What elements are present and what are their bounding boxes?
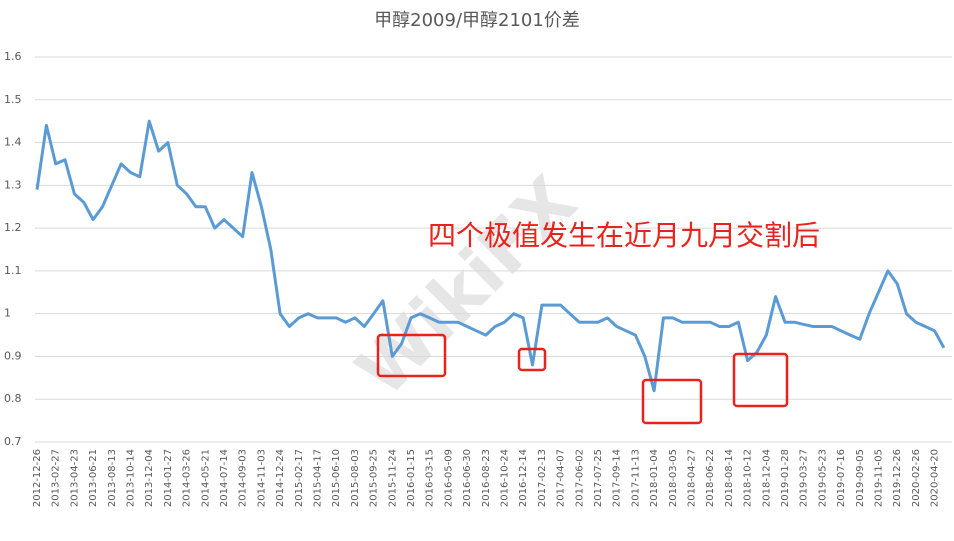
y-tick-label: 0.8 — [4, 392, 22, 405]
y-tick-label: 0.7 — [4, 435, 22, 448]
chart-title: 甲醇2009/甲醇2101价差 — [374, 10, 580, 31]
x-tick-label: 2018-01-04 — [649, 449, 660, 507]
x-tick-label: 2013-02-27 — [51, 449, 62, 507]
x-tick-label: 2016-05-09 — [443, 449, 454, 507]
x-tick-label: 2019-07-16 — [836, 449, 847, 507]
x-tick-label: 2015-02-17 — [294, 449, 305, 507]
x-tick-label: 2018-08-14 — [724, 449, 735, 507]
x-tick-label: 2013-04-23 — [69, 449, 80, 507]
annotation: 四个极值发生在近月九月交割后 — [428, 219, 820, 252]
x-tick-label: 2013-10-14 — [126, 449, 137, 507]
y-tick-label: 1.3 — [4, 178, 22, 191]
x-tick-label: 2019-09-05 — [855, 449, 866, 507]
x-tick-label: 2014-12-24 — [275, 449, 286, 507]
x-tick-label: 2019-05-23 — [817, 449, 828, 507]
x-tick-label: 2019-12-26 — [892, 449, 903, 507]
y-tick-label: 1.2 — [4, 221, 22, 234]
x-tick-label: 2014-03-26 — [182, 449, 193, 507]
x-tick-label: 2014-07-14 — [219, 449, 230, 507]
y-tick-label: 1.5 — [4, 93, 22, 106]
x-tick-label: 2012-12-26 — [32, 449, 43, 507]
data-line — [35, 119, 946, 393]
x-tick-label: 2017-02-13 — [537, 449, 548, 507]
highlight-box — [517, 347, 547, 372]
x-tick-label: 2018-10-12 — [743, 449, 754, 507]
x-tick-label: 2015-08-03 — [350, 449, 361, 507]
x-tick-label: 2018-12-04 — [761, 449, 772, 507]
x-tick-label: 2017-09-14 — [612, 449, 623, 507]
y-tick-label: 1.6 — [4, 50, 22, 63]
x-tick-label: 2015-11-24 — [387, 449, 398, 507]
x-tick-label: 2018-06-22 — [705, 449, 716, 507]
x-tick-label: 2020-02-26 — [911, 449, 922, 507]
x-tick-label: 2015-04-17 — [313, 449, 324, 507]
highlight-box — [376, 333, 447, 378]
y-tick-label: 0.9 — [4, 349, 22, 362]
x-tick-label: 2017-04-07 — [556, 449, 567, 507]
y-tick-label: 1.4 — [4, 136, 22, 149]
x-tick-label: 2016-01-15 — [406, 449, 417, 507]
x-tick-label: 2017-11-13 — [630, 449, 641, 507]
x-tick-label: 2014-05-21 — [200, 449, 211, 507]
y-tick-label: 1.1 — [4, 264, 22, 277]
highlight-box — [732, 352, 789, 408]
x-tick-label: 2016-08-23 — [481, 449, 492, 507]
x-tick-label: 2019-03-27 — [799, 449, 810, 507]
x-tick-label: 2017-07-25 — [593, 449, 604, 507]
x-tick-label: 2013-12-04 — [144, 449, 155, 507]
plot-area: 0.7 0.8 0.9 1 1.1 1.2 1.3 1.4 1.5 1.6 2012-12-26 20… — [4, 50, 952, 507]
x-tick-label: 2015-09-25 — [369, 449, 380, 507]
x-tick-label: 2015-06-10 — [331, 449, 342, 507]
x-tick-label: 2020-04-20 — [930, 449, 941, 507]
x-tick-label: 2016-12-14 — [518, 449, 529, 507]
highlight-box — [641, 378, 703, 425]
x-tick-label: 2013-06-21 — [88, 449, 99, 507]
x-tick-label: 2016-06-30 — [462, 449, 473, 507]
x-tick-label: 2018-04-27 — [687, 449, 698, 507]
highlight-boxes — [376, 333, 789, 425]
x-tick-label: 2019-01-28 — [780, 449, 791, 507]
x-tick-label: 2014-09-03 — [238, 449, 249, 507]
x-tick-label: 2014-01-27 — [163, 449, 174, 507]
x-tick-label: 2016-10-24 — [500, 449, 511, 507]
y-tick-label: 1 — [4, 307, 11, 320]
x-tick-label: 2013-08-13 — [107, 449, 118, 507]
x-tick-label: 2018-03-05 — [668, 449, 679, 507]
x-tick-label: 2017-06-02 — [574, 449, 585, 507]
x-tick-label: 2014-11-03 — [256, 449, 267, 507]
x-tick-label: 2016-03-15 — [425, 449, 436, 507]
x-tick-label: 2019-11-05 — [874, 449, 885, 507]
